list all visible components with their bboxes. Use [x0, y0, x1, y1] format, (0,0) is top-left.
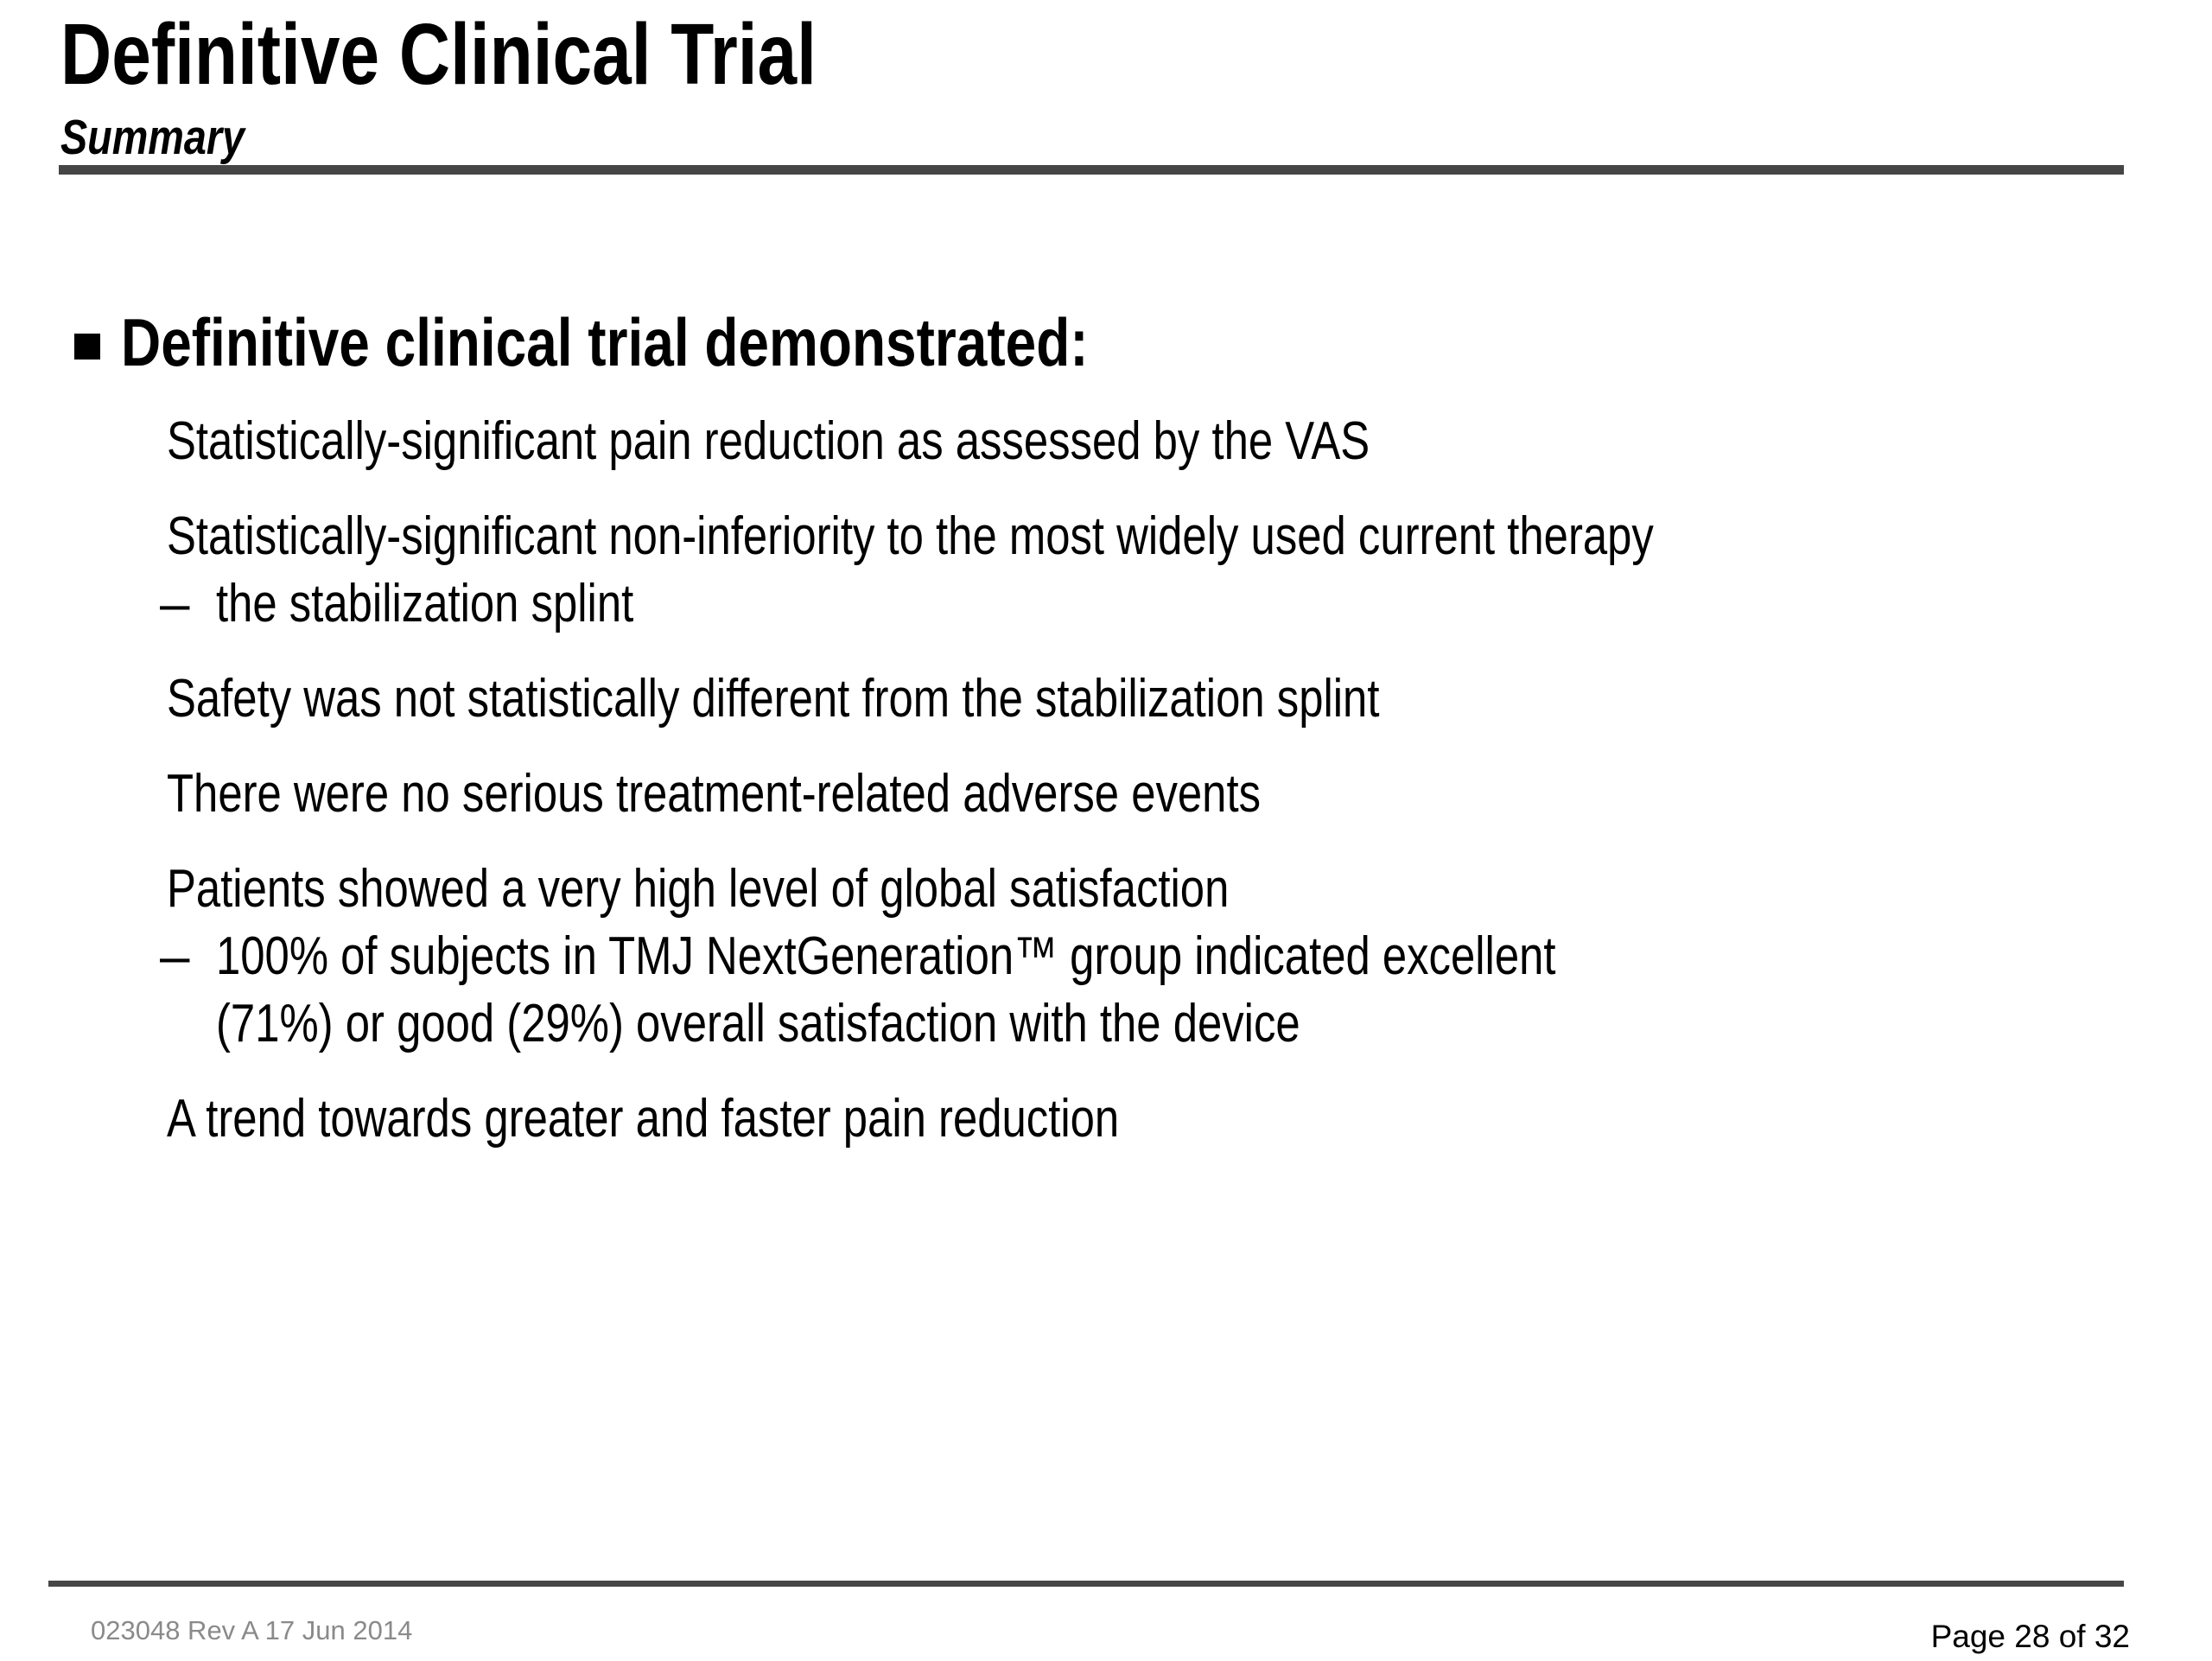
list-item-text: Patients showed a very high level of glo… [167, 856, 1462, 923]
footer-divider-rule [48, 1581, 2124, 1587]
slide-header: Definitive Clinical Trial Summary [60, 7, 982, 166]
main-heading-text: Definitive clinical trial demonstrated: [121, 304, 1089, 380]
list-item-text: Statistically-significant non-inferiorit… [167, 503, 1980, 570]
dot-bullet-icon [125, 665, 167, 689]
bullet-line: (71%) or good (29%) overall satisfaction… [216, 994, 1300, 1053]
bullet-line: the stabilization splint [216, 574, 634, 633]
bullet-line: Patients showed a very high level of glo… [167, 859, 1230, 919]
dot-bullet-icon [125, 408, 167, 431]
bullet-list: Statistically-significant pain reduction… [0, 408, 2212, 1181]
list-item: Safety was not statistically different f… [125, 665, 2212, 733]
main-heading: Definitive clinical trial demonstrated: [121, 297, 1300, 387]
bullet-line: 100% of subjects in TMJ NextGeneration™ … [216, 926, 1556, 986]
bullet-line: A trend towards greater and faster pain … [167, 1089, 1120, 1149]
footer-page-number: Page 28 of 32 [1930, 1619, 2130, 1654]
slide-subtitle-text: Summary [60, 110, 245, 165]
list-item: Statistically-significant non-inferiorit… [125, 503, 2212, 570]
list-item-text: Statistically-significant pain reduction… [167, 408, 1634, 475]
list-item-text: A trend towards greater and faster pain … [167, 1085, 1328, 1153]
square-bullet-icon [74, 334, 100, 360]
list-item: – the stabilization splint [160, 570, 2212, 638]
list-item-text: There were no serious treatment-related … [167, 760, 1501, 828]
header-divider-rule [59, 165, 2124, 175]
footer-revision-text: 023048 Rev A 17 Jun 2014 [91, 1615, 413, 1645]
dash-bullet-icon: – [160, 926, 190, 986]
dot-bullet-icon [125, 856, 167, 879]
list-item: A trend towards greater and faster pain … [125, 1085, 2212, 1153]
dot-bullet-icon [125, 760, 167, 784]
slide-subtitle: Summary [60, 109, 982, 166]
list-item: Patients showed a very high level of glo… [125, 856, 2212, 923]
bullet-line: Statistically-significant non-inferiorit… [167, 506, 1654, 566]
bullet-line: Safety was not statistically different f… [167, 669, 1380, 729]
list-item: There were no serious treatment-related … [125, 760, 2212, 828]
dash-bullet-icon: – [160, 574, 190, 633]
bullet-line: Statistically-significant pain reduction… [167, 411, 1370, 471]
dot-bullet-icon [125, 1085, 167, 1109]
main-heading-row: Definitive clinical trial demonstrated: [74, 297, 1300, 387]
list-item-text: Safety was not statistically different f… [167, 665, 1646, 733]
bullet-line: There were no serious treatment-related … [167, 764, 1261, 824]
slide-title-text: Definitive Clinical Trial [60, 6, 817, 103]
list-item: Statistically-significant pain reduction… [125, 408, 2212, 475]
slide-title: Definitive Clinical Trial [60, 7, 982, 102]
list-item-text: the stabilization splint [216, 570, 725, 638]
dot-bullet-icon [125, 503, 167, 526]
list-item-text: 100% of subjects in TMJ NextGeneration™ … [216, 923, 1850, 1058]
list-item: – 100% of subjects in TMJ NextGeneration… [160, 923, 2212, 1058]
